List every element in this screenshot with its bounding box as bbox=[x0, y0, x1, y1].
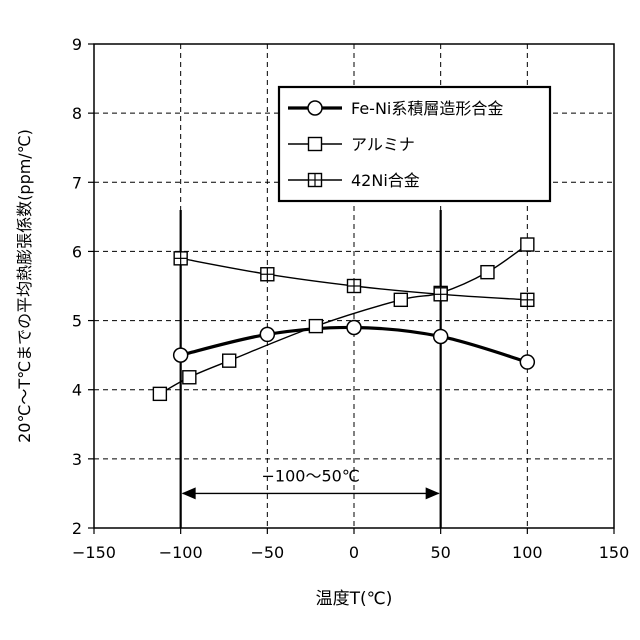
x-tick-label: 50 bbox=[430, 543, 450, 562]
y-tick-label: 7 bbox=[72, 173, 82, 192]
data-point-circle bbox=[260, 327, 274, 341]
x-tick-label: −50 bbox=[250, 543, 284, 562]
range-arrow-head-right bbox=[426, 487, 440, 499]
legend-label: Fe-Ni系積層造形合金 bbox=[351, 99, 503, 118]
x-axis-label: 温度T(℃) bbox=[316, 589, 393, 609]
y-tick-label: 8 bbox=[72, 104, 82, 123]
data-point-square bbox=[521, 238, 534, 251]
data-point-circle bbox=[520, 355, 534, 369]
data-point-square bbox=[309, 320, 322, 333]
series-line bbox=[160, 245, 527, 394]
data-point-square bbox=[183, 371, 196, 384]
x-tick-label: −100 bbox=[159, 543, 203, 562]
x-tick-label: −150 bbox=[72, 543, 116, 562]
data-point-circle bbox=[174, 348, 188, 362]
y-tick-label: 6 bbox=[72, 242, 82, 261]
data-point-square bbox=[309, 138, 322, 151]
data-point-square bbox=[394, 293, 407, 306]
x-tick-label: 100 bbox=[512, 543, 543, 562]
y-tick-label: 4 bbox=[72, 381, 82, 400]
data-point-circle bbox=[308, 101, 322, 115]
data-point-square bbox=[223, 354, 236, 367]
y-tick-label: 2 bbox=[72, 519, 82, 538]
data-point-square bbox=[153, 387, 166, 400]
data-point-square bbox=[481, 266, 494, 279]
x-tick-labels: −150 −100 −50 0 50 100 150 bbox=[72, 528, 629, 562]
range-label: −100～50℃ bbox=[262, 466, 360, 485]
legend-label: 42Ni合金 bbox=[351, 171, 420, 190]
y-tick-label: 5 bbox=[72, 312, 82, 331]
y-tick-label: 3 bbox=[72, 450, 82, 469]
y-tick-label: 9 bbox=[72, 35, 82, 54]
series-layer bbox=[153, 238, 534, 400]
range-arrow-head-left bbox=[182, 487, 196, 499]
data-point-circle bbox=[347, 320, 361, 334]
data-point-circle bbox=[434, 329, 448, 343]
y-tick-labels: 2 3 4 5 6 7 8 9 bbox=[72, 35, 94, 538]
legend-label: アルミナ bbox=[351, 135, 415, 154]
y-axis-label: 20℃～T℃までの平均熱膨張係数(ppm/℃) bbox=[15, 129, 34, 443]
range-annotation: −100～50℃ bbox=[181, 210, 441, 528]
series-2 bbox=[153, 238, 533, 400]
x-tick-label: 150 bbox=[599, 543, 630, 562]
x-tick-label: 0 bbox=[349, 543, 359, 562]
legend: Fe-Ni系積層造形合金アルミナ 42Ni合金 bbox=[279, 87, 550, 201]
